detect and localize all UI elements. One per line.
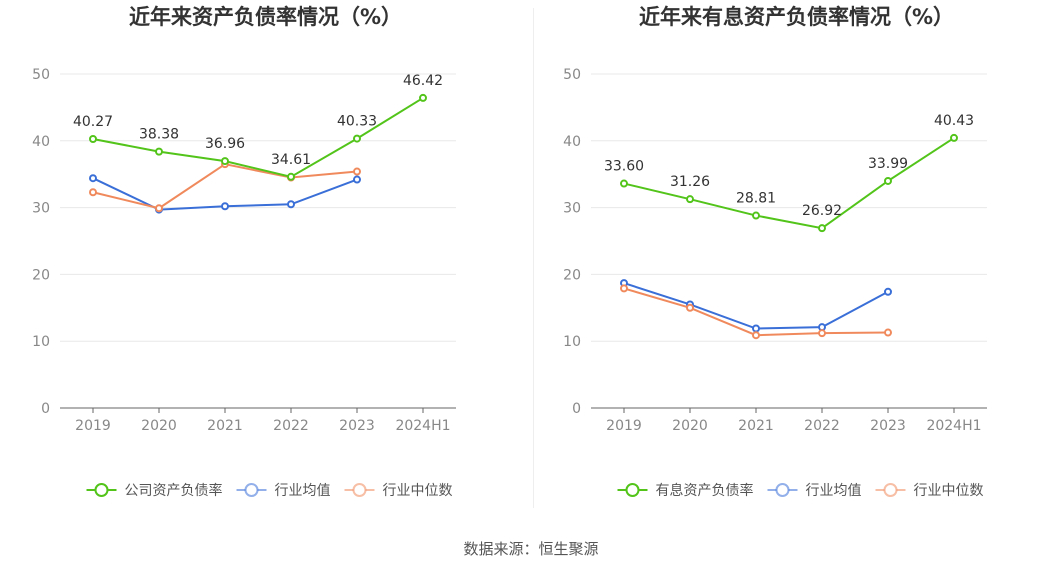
legend-item-median[interactable]: 行业中位数 [875, 483, 984, 499]
y-tick-label: 10 [563, 334, 581, 350]
legend-marker [883, 483, 898, 497]
x-tick-label: 2022 [273, 418, 309, 434]
series-line-company [623, 137, 955, 230]
data-label: 26.92 [802, 203, 842, 219]
chart-panel-asset-liability: 近年来资产负债率情况（%） 0 10 20 30 40 50 2019 2020 2021 202… [0, 0, 531, 520]
y-tick-label: 10 [32, 334, 50, 350]
data-point-avg [884, 287, 892, 296]
y-tick-label: 40 [32, 134, 50, 150]
series-line-company [92, 97, 424, 178]
legend-label: 公司资产负债率 [125, 482, 223, 499]
x-tick-label: 2023 [870, 418, 906, 434]
chart-title: 近年来资产负债率情况（%） [128, 5, 403, 29]
data-point-company [818, 224, 826, 233]
data-label: 40.27 [73, 114, 113, 130]
data-point-company [155, 147, 163, 156]
legend-label: 行业均值 [806, 483, 862, 499]
data-label: 40.33 [337, 114, 377, 130]
data-label: 46.42 [403, 73, 443, 89]
chart-title: 近年来有息资产负债率情况（%） [638, 5, 955, 29]
data-point-company [353, 134, 361, 143]
y-tick-label: 30 [32, 201, 50, 217]
legend-item-avg[interactable]: 行业均值 [767, 483, 862, 499]
legend-label: 行业中位数 [383, 483, 453, 499]
data-point-median [620, 284, 628, 293]
data-point-company [221, 157, 229, 166]
data-point-median [818, 329, 826, 338]
data-point-median [686, 303, 694, 312]
data-point-company [620, 179, 628, 188]
data-point-avg [89, 174, 97, 183]
data-point-median [89, 188, 97, 197]
data-point-median [353, 167, 361, 176]
legend-marker [625, 483, 640, 497]
data-point-company [752, 211, 760, 220]
x-tick-label: 2020 [141, 418, 177, 434]
data-point-avg [752, 324, 760, 333]
legend-label: 行业均值 [275, 483, 331, 499]
x-tick-label: 2020 [672, 418, 708, 434]
series-line-median [92, 163, 358, 210]
x-tick-label: 2022 [804, 418, 840, 434]
data-label: 36.96 [205, 136, 245, 152]
y-tick-label: 30 [563, 201, 581, 217]
data-point-company [950, 133, 958, 142]
y-tick-label: 50 [32, 67, 50, 83]
legend-item-company[interactable]: 公司资产负债率 [86, 482, 223, 499]
x-tick-label: 2024H1 [395, 418, 450, 434]
data-point-median [884, 328, 892, 337]
x-tick-label: 2021 [207, 418, 243, 434]
chart-panel-interest-bearing: 近年来有息资产负债率情况（%） 0 10 20 30 40 50 2019 2020 2021 2… [531, 0, 1062, 520]
y-tick-label: 0 [41, 401, 50, 417]
legend-item-company[interactable]: 有息资产负债率 [617, 482, 754, 499]
line-chart-asset-liability: 0 10 20 30 40 50 2019 2020 2021 2022 2023 2024H1 40.… [32, 67, 456, 499]
y-tick-label: 0 [572, 401, 581, 417]
x-tick-label: 2024H1 [926, 418, 981, 434]
data-point-company [287, 172, 295, 181]
legend-marker [775, 483, 790, 497]
y-tick-label: 40 [563, 134, 581, 150]
legend-label: 有息资产负债率 [656, 482, 754, 499]
data-label: 34.61 [271, 152, 311, 168]
y-tick-label: 20 [563, 267, 581, 283]
y-tick-label: 20 [32, 267, 50, 283]
data-point-avg [353, 175, 361, 184]
line-chart-interest-bearing: 0 10 20 30 40 50 2019 2020 2021 2022 2023 2024H1 33.… [563, 67, 987, 499]
series-line-avg [623, 282, 889, 330]
panel-divider [533, 8, 534, 508]
legend-marker [352, 483, 367, 497]
x-tick-label: 2021 [738, 418, 774, 434]
legend-marker [244, 483, 259, 497]
y-tick-label: 50 [563, 67, 581, 83]
x-tick-label: 2019 [606, 418, 642, 434]
data-label: 33.99 [868, 156, 908, 172]
data-source-note: 数据来源：恒生聚源 [463, 540, 599, 558]
data-point-avg [287, 200, 295, 209]
data-point-company [686, 195, 694, 204]
data-point-median [752, 331, 760, 340]
data-point-company [89, 134, 97, 143]
data-point-median [155, 204, 163, 213]
x-tick-label: 2023 [339, 418, 375, 434]
legend-item-avg[interactable]: 行业均值 [236, 483, 331, 499]
data-label: 28.81 [736, 191, 776, 207]
data-label: 38.38 [139, 127, 179, 143]
legend-item-median[interactable]: 行业中位数 [344, 483, 453, 499]
data-point-avg [221, 202, 229, 211]
x-tick-label: 2019 [75, 418, 111, 434]
legend-label: 行业中位数 [914, 483, 984, 499]
data-point-company [884, 176, 892, 185]
data-point-company [419, 93, 427, 102]
data-label: 40.43 [934, 113, 974, 129]
data-label: 33.60 [604, 159, 644, 175]
data-label: 31.26 [670, 174, 710, 190]
legend-marker [94, 483, 109, 497]
